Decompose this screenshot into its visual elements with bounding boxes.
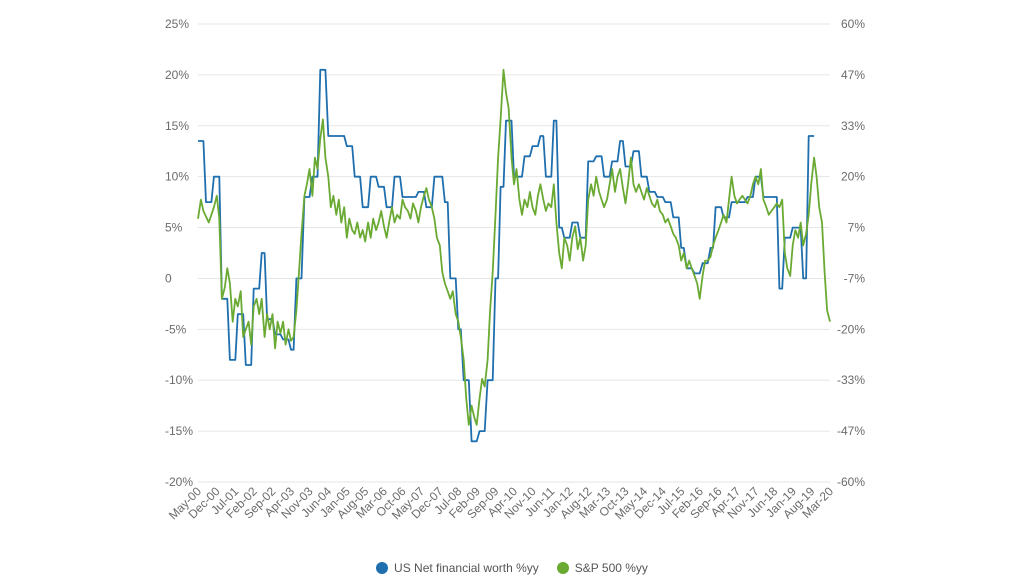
y-right-tick-label: 47%	[841, 68, 865, 82]
chart: 25% 20% 15% 10% 5% 0 -5% -10% -15% -20% 60% 47% 33%…	[165, 17, 865, 522]
y-left-tick-label: 10%	[165, 170, 189, 184]
y-left-tick-label: -10%	[165, 373, 193, 387]
y-right-tick-label: 33%	[841, 119, 865, 133]
y-left-tick-label: 25%	[165, 17, 189, 31]
y-left-tick-label: 5%	[165, 221, 183, 235]
y-right-tick-label: 20%	[841, 170, 865, 184]
legend-item-sp500: S&P 500 %yy	[556, 561, 648, 575]
y-left-tick-label: -15%	[165, 424, 193, 438]
y-left-tick-label: -20%	[165, 475, 193, 489]
legend-swatch-sp500	[556, 562, 569, 574]
y-left-tick-label: 0	[165, 271, 172, 285]
legend-label-sp500: S&P 500 %yy	[574, 561, 648, 575]
y-right-tick-label: 7%	[848, 221, 866, 235]
legend-label-net-worth: US Net financial worth %yy	[394, 561, 539, 575]
x-axis: May-00Dec-00Jul-01Feb-02Sep-02Apr-03Nov-…	[166, 484, 836, 522]
y-right-tick-label: -7%	[844, 271, 866, 285]
y-right-tick-label: -47%	[837, 424, 865, 438]
y-right-tick-label: -60%	[837, 475, 865, 489]
y-left-tick-label: -5%	[165, 322, 187, 336]
y-left-tick-label: 15%	[165, 119, 189, 133]
y-axis-right: 60% 47% 33% 20% 7% -7% -20% -33% -47% -60%	[837, 17, 865, 489]
series-line-sp500	[197, 68, 831, 426]
legend-swatch-net-worth	[376, 562, 389, 574]
grid-lines	[198, 23, 830, 483]
y-right-tick-label: -33%	[837, 373, 865, 387]
y-axis-left: 25% 20% 15% 10% 5% 0 -5% -10% -15% -20%	[165, 17, 193, 489]
series-group	[197, 68, 831, 443]
y-left-tick-label: 20%	[165, 68, 189, 82]
legend: US Net financial worth %yy S&P 500 %yy	[0, 556, 1024, 580]
y-right-tick-label: 60%	[841, 17, 865, 31]
y-right-tick-label: -20%	[837, 322, 865, 336]
legend-item-net-worth: US Net financial worth %yy	[376, 561, 539, 575]
